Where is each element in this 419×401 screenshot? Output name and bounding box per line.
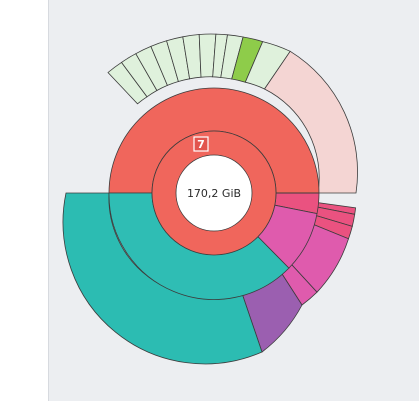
center-hole[interactable] [175,154,253,232]
ring-3 [62,33,358,365]
left-margin [0,0,48,401]
badge-number: 7 [197,138,205,151]
total-size-label: 170,2 GiB [187,187,241,200]
segment-pink-light[interactable] [263,50,358,194]
number-seven-badge-icon: 7 [193,136,209,152]
ring-2 [108,87,320,300]
